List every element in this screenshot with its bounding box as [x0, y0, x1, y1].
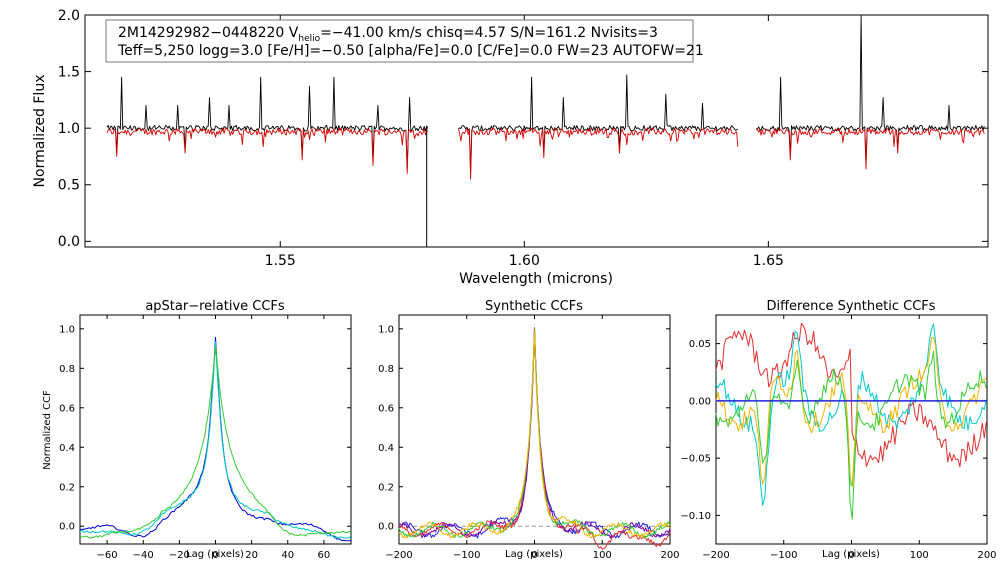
spectrum-xtick-label: 1.65: [753, 253, 784, 269]
spectrum-ytick-label: 0.0: [58, 234, 80, 250]
observed-spectrum-chip-2: [458, 74, 739, 174]
spectrum-ytick-label: 2.0: [58, 8, 80, 24]
difference-ccf-axis-ticks: −200 −100 0 100 200 0.05 0.00 −0.05 −0.10: [680, 315, 997, 561]
synthetic_ccf-ytick-label: 0.4: [378, 443, 394, 454]
apstar-ccf-panel: apStar−relative CCFs −60 −40 −20 0 20 40 60 0.0…: [42, 299, 352, 561]
apstar-ccf-ylabel: Normalized CCF: [42, 390, 53, 470]
synthetic-ccf-line-visit-2: [398, 328, 671, 539]
difference_ccf-xtick-label: 100: [910, 550, 929, 561]
annotation-box: [105, 19, 694, 63]
apstar_ccf-ytick-label: 0.4: [59, 443, 75, 454]
difference-ccf-line-orange: [715, 337, 987, 488]
difference_ccf-xtick-label: −200: [702, 550, 729, 561]
synthetic-ccf-line-visit-4: [398, 329, 671, 539]
synthetic_ccf-xtick-label: 100: [593, 550, 612, 561]
spectrum-ylabel: Normalized Flux: [32, 75, 48, 188]
apstar_ccf-ytick-label: 0.0: [59, 522, 75, 533]
synthetic-ccf-line-visit-5: [398, 331, 671, 539]
difference-ccf-line-red: [715, 322, 987, 468]
apstar-ccf-line-visit-3: [79, 346, 352, 539]
difference_ccf-ytick-label: 0.05: [689, 339, 711, 350]
synthetic-ccf-line-visit-3: [398, 327, 671, 550]
synthetic_ccf-xtick-label: −100: [453, 550, 480, 561]
synthetic-ccf-line-visit-1: [398, 330, 671, 539]
annotation-line-1-suffix: =−41.00 km/s chisq=4.57 S/N=161.2 Nvisit…: [320, 25, 658, 41]
model-spectrum-chip-3: [755, 127, 985, 170]
annotation-line-2: Teff=5,250 logg=3.0 [Fe/H]=−0.50 [alpha/…: [117, 43, 704, 59]
apstar-ccf-line-visit-1: [79, 336, 352, 542]
apstar_ccf-xtick-label: −20: [169, 550, 190, 561]
difference_ccf-ytick-label: 0.00: [689, 396, 711, 407]
apstar-ccf-series: [79, 336, 352, 542]
apstar_ccf-ytick-label: 1.0: [59, 324, 75, 335]
synthetic_ccf-ytick-label: 0.0: [378, 522, 394, 533]
spectrum-xtick-label: 1.55: [265, 253, 296, 269]
spectrum-plot-frame: [84, 14, 989, 248]
synthetic_ccf-ytick-label: 1.0: [378, 324, 394, 335]
difference_ccf-xtick-label: −100: [770, 550, 797, 561]
difference-ccf-line-green: [715, 350, 987, 520]
apstar_ccf-ytick-label: 0.6: [59, 403, 75, 414]
spectrum-panel: 1.55 1.60 1.65 0.0 0.5 1.0 1.5 2.0 2M14292982−0…: [32, 8, 989, 287]
apstar_ccf-xtick-label: −40: [133, 550, 154, 561]
annotation-line-1: 2M14292982−0448220 Vhelio=−41.00 km/s ch…: [118, 25, 658, 44]
annotation-line-1-prefix: 2M14292982−0448220 V: [118, 25, 299, 41]
synthetic_ccf-xtick-label: 0: [531, 550, 537, 561]
difference-ccf-series: [715, 322, 987, 520]
synthetic-ccf-plot-frame: [398, 314, 671, 545]
apstar_ccf-xtick-label: −60: [97, 550, 118, 561]
difference_ccf-xtick-label: 200: [977, 550, 996, 561]
difference-ccf-panel: Difference Synthetic CCFs −200 −100 0 100 20…: [680, 299, 996, 561]
apstar_ccf-xtick-label: 40: [281, 550, 294, 561]
apstar_ccf-ytick-label: 0.8: [59, 364, 75, 375]
difference_ccf-ytick-label: −0.05: [680, 454, 711, 465]
difference_ccf-xtick-label: 0: [848, 550, 854, 561]
synthetic-ccf-title: Synthetic CCFs: [485, 299, 583, 314]
synthetic-ccf-panel: Synthetic CCFs −200 −100 0 100 200 0.0 0.2 0.4 0…: [378, 299, 679, 561]
apstar-ccf-title: apStar−relative CCFs: [145, 299, 285, 314]
spectrum-xtick-label: 1.60: [509, 253, 540, 269]
spectrum-ytick-label: 1.0: [58, 121, 80, 137]
difference-ccf-line-cyan: [715, 323, 987, 506]
apstar-ccf-line-visit-2: [79, 341, 352, 539]
model-spectrum-chip-1: [106, 127, 429, 174]
synthetic-ccf-axis-ticks: −200 −100 0 100 200 0.0 0.2 0.4 0.6 0.8 1.0: [378, 315, 680, 561]
spectrum-xlabel: Wavelength (microns): [459, 271, 613, 287]
spectrum-ytick-label: 1.5: [58, 64, 80, 80]
synthetic_ccf-xtick-label: −200: [385, 550, 412, 561]
synthetic_ccf-ytick-label: 0.2: [378, 482, 394, 493]
model-spectrum-chip-2: [457, 127, 739, 180]
synthetic_ccf-ytick-label: 0.6: [378, 403, 394, 414]
spectrum-axis-ticks: 1.55 1.60 1.65 0.0 0.5 1.0 1.5 2.0: [58, 8, 988, 269]
synthetic-ccf-xlabel: Lag (pixels): [505, 549, 563, 560]
difference-ccf-title: Difference Synthetic CCFs: [766, 299, 935, 314]
difference-ccf-xlabel: Lag (pixels): [822, 549, 880, 560]
apstar_ccf-xtick-label: 20: [245, 550, 258, 561]
synthetic_ccf-xtick-label: 200: [660, 550, 679, 561]
difference-ccf-plot-frame: [715, 314, 988, 545]
observed-spectrum-chip-1: [106, 76, 429, 169]
observed-spectrum-chip-3: [756, 14, 985, 164]
apstar-ccf-xlabel: Lag (pixels): [186, 549, 244, 560]
apstar_ccf-ytick-label: 0.2: [59, 482, 75, 493]
difference_ccf-ytick-label: −0.10: [680, 511, 711, 522]
synthetic-ccf-series: [398, 327, 671, 550]
spectrum-ytick-label: 0.5: [58, 178, 80, 194]
synthetic_ccf-ytick-label: 0.8: [378, 364, 394, 375]
annotation-line-1-subscript: helio: [298, 34, 320, 44]
spectrum-series: [106, 14, 985, 247]
apstar_ccf-xtick-label: 60: [318, 550, 331, 561]
apstar-ccf-axis-ticks: −60 −40 −20 0 20 40 60 0.0 0.2 0.4 0.6 0.8 1.0: [59, 315, 351, 561]
apstar_ccf-xtick-label: 0: [212, 550, 218, 561]
